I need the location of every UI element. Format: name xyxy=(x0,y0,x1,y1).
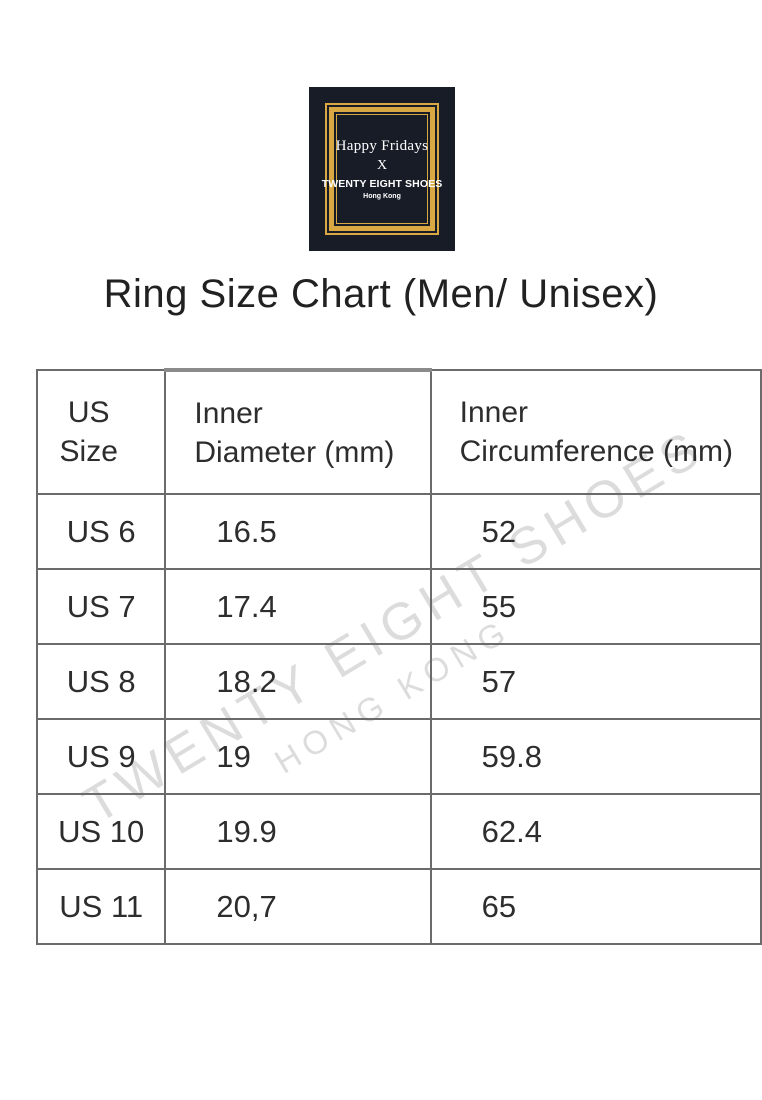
header-us-size: US Size xyxy=(35,369,167,495)
cell-inner-diameter: 18.2 xyxy=(164,643,432,720)
cell-inner-diameter: 19.9 xyxy=(164,793,432,870)
header-inner-diameter-line1: Inner xyxy=(194,396,263,430)
logo-brand-twenty-eight-shoes: TWENTY EIGHT SHOES xyxy=(321,178,443,190)
cell-us-size: US 6 xyxy=(35,493,167,570)
cell-us-size: US 8 xyxy=(35,643,167,720)
header-inner-diameter-line2: Diameter (mm) xyxy=(194,435,395,469)
ring-size-table: US Size Inner Diameter (mm) Inner Circum… xyxy=(35,368,762,945)
header-inner-circumference-line2: Circumference (mm) xyxy=(459,435,733,468)
cell-us-size: US 7 xyxy=(35,568,167,645)
cell-us-size: US 10 xyxy=(35,793,167,870)
brand-logo: Happy Fridays X TWENTY EIGHT SHOES Hong … xyxy=(309,87,455,251)
table-row: US 10 19.9 62.4 xyxy=(35,793,762,870)
logo-text-block: Happy Fridays X TWENTY EIGHT SHOES Hong … xyxy=(322,138,443,200)
logo-gold-frame-outer: Happy Fridays X TWENTY EIGHT SHOES Hong … xyxy=(322,103,442,235)
logo-brand-happy-fridays: Happy Fridays xyxy=(335,138,429,154)
cell-inner-diameter: 19 xyxy=(164,718,432,795)
table-header-row: US Size Inner Diameter (mm) Inner Circum… xyxy=(35,368,762,495)
table-row: US 8 18.2 57 xyxy=(35,643,762,720)
cell-inner-circumference: 55 xyxy=(429,568,762,645)
page-title: Ring Size Chart (Men/ Unisex) xyxy=(103,272,659,316)
cell-inner-diameter: 17.4 xyxy=(164,568,432,645)
cell-us-size: US 11 xyxy=(35,868,167,945)
table-row: US 7 17.4 55 xyxy=(35,568,762,645)
cell-us-size: US 9 xyxy=(35,718,167,795)
table-row: US 9 19 59.8 xyxy=(35,718,762,795)
header-inner-circumference-line1: Inner xyxy=(459,396,528,429)
cell-inner-circumference: 65 xyxy=(429,868,762,945)
logo-hong-kong: Hong Kong xyxy=(363,193,401,200)
cell-inner-circumference: 52 xyxy=(429,493,762,570)
logo-collab-x: X xyxy=(376,158,388,173)
cell-inner-diameter: 16.5 xyxy=(164,493,432,570)
table-row: US 6 16.5 52 xyxy=(35,493,762,570)
table-row: US 11 20,7 65 xyxy=(35,868,762,945)
cell-inner-circumference: 59.8 xyxy=(429,718,762,795)
logo-gold-frame-mid: Happy Fridays X TWENTY EIGHT SHOES Hong … xyxy=(322,107,442,231)
header-inner-diameter: Inner Diameter (mm) xyxy=(164,368,432,495)
header-us-size-line2: Size xyxy=(59,435,118,468)
cell-inner-diameter: 20,7 xyxy=(164,868,432,945)
cell-inner-circumference: 57 xyxy=(429,643,762,720)
header-inner-circumference: Inner Circumference (mm) xyxy=(429,369,762,495)
cell-inner-circumference: 62.4 xyxy=(429,793,762,870)
logo-gold-frame-inner: Happy Fridays X TWENTY EIGHT SHOES Hong … xyxy=(322,114,442,224)
header-us-size-line1: US xyxy=(67,396,110,429)
